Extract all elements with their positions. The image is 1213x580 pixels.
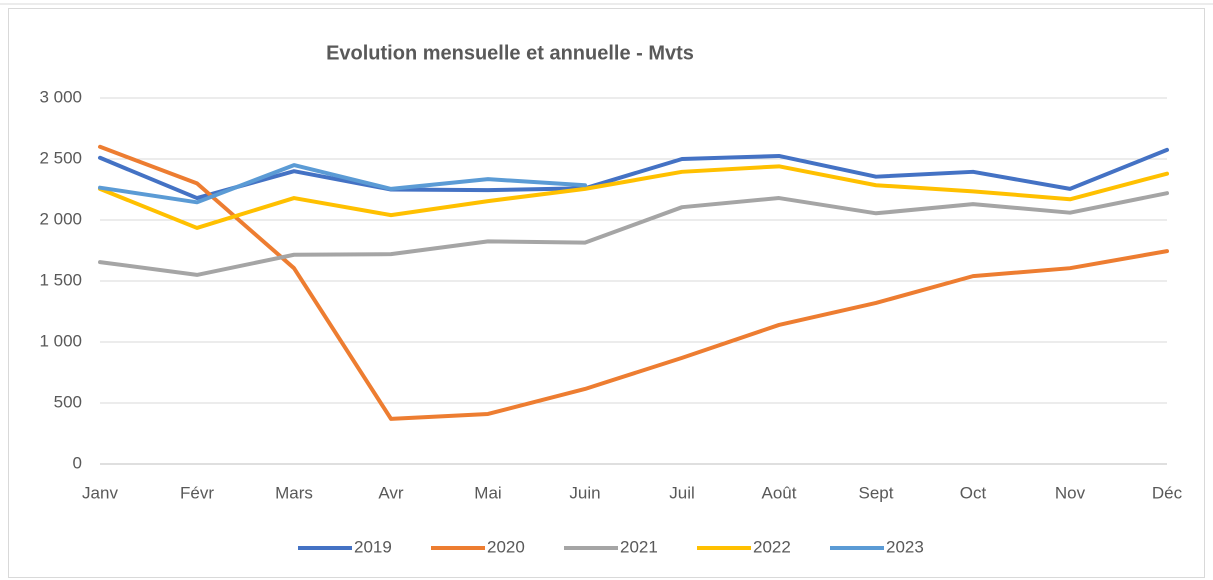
- y-tick-label: 2 500: [39, 148, 82, 167]
- legend-label: 2022: [753, 537, 791, 556]
- x-tick-label: Mars: [275, 483, 313, 502]
- series-line: [98, 164, 1169, 230]
- y-tick-label: 500: [54, 392, 82, 411]
- y-tick-label: 3 000: [39, 87, 82, 106]
- legend-label: 2019: [354, 537, 392, 556]
- x-tick-label: Janv: [82, 483, 118, 502]
- x-tick-label: Avr: [378, 483, 404, 502]
- x-tick-label: Juin: [569, 483, 600, 502]
- x-tick-label: Sept: [859, 483, 894, 502]
- legend-label: 2023: [886, 537, 924, 556]
- legend-label: 2021: [620, 537, 658, 556]
- series-line: [98, 191, 1169, 277]
- y-tick-label: 1 000: [39, 331, 82, 350]
- x-tick-label: Août: [762, 483, 797, 502]
- series-line: [98, 144, 1169, 421]
- chart-frame: [8, 8, 1205, 578]
- x-tick-label: Mai: [474, 483, 501, 502]
- series-line: [98, 147, 1169, 201]
- y-tick-label: 1 500: [39, 270, 82, 289]
- x-tick-label: Juil: [669, 483, 695, 502]
- chart-title: Evolution mensuelle et annuelle - Mvts: [326, 42, 694, 64]
- x-tick-label: Nov: [1055, 483, 1086, 502]
- x-tick-label: Févr: [180, 483, 214, 502]
- legend-label: 2020: [487, 537, 525, 556]
- y-tick-label: 2 000: [39, 209, 82, 228]
- y-tick-label: 0: [73, 453, 82, 472]
- x-tick-label: Déc: [1152, 483, 1183, 502]
- series-line: [98, 163, 587, 205]
- x-tick-label: Oct: [960, 483, 987, 502]
